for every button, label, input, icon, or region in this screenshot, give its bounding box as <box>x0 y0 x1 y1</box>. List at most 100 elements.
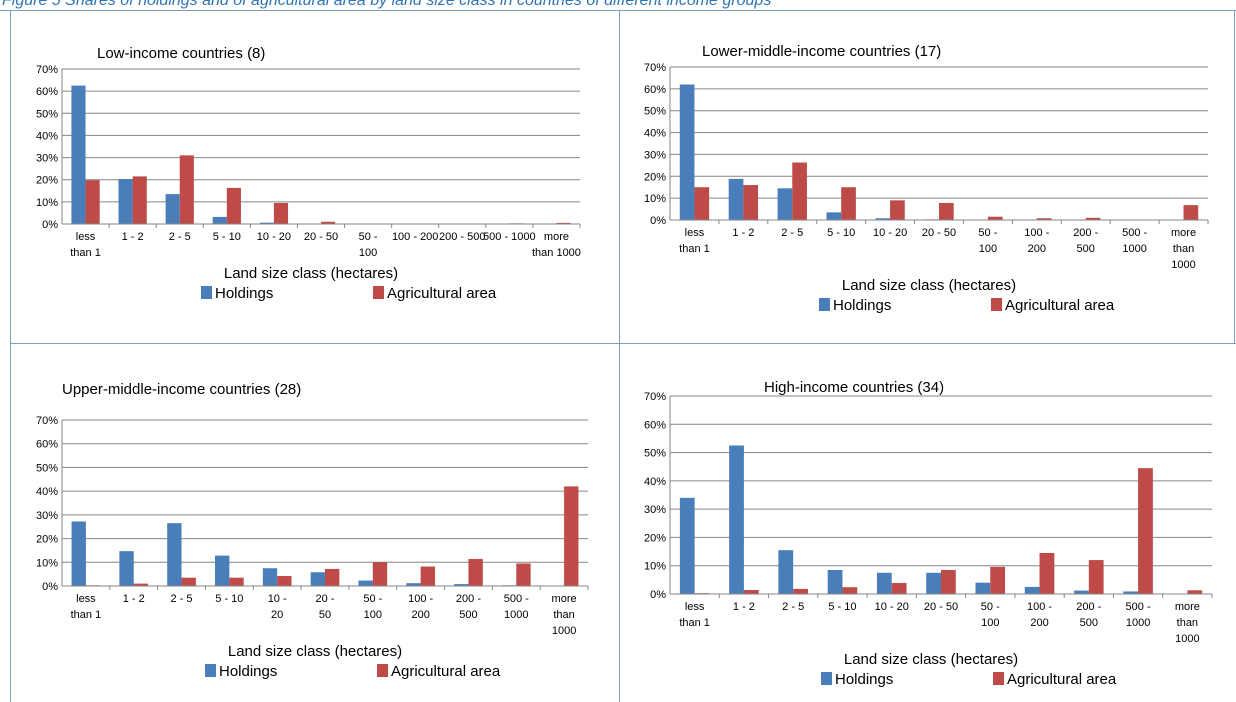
bar-agricultural-area <box>229 577 244 586</box>
bar-holdings <box>875 218 891 220</box>
bar-agricultural-area <box>793 588 808 594</box>
bar-agricultural-area <box>841 187 856 220</box>
x-tick-label-line: 1000 <box>1126 617 1150 629</box>
legend-label-agricultural-area: Agricultural area <box>387 285 497 302</box>
y-tick-label: 70% <box>644 391 666 403</box>
x-tick-label: 5 - 10 <box>215 593 243 605</box>
x-axis-title: Land size class (hectares) <box>842 277 1016 294</box>
x-tick-label-line: 20 <box>271 609 283 621</box>
chart-low-income: Low-income countries (8) 0% 10% 20% 30% 40% 50… <box>14 12 614 342</box>
x-tick-label-line: 20 - 50 <box>304 231 338 243</box>
legend-swatch-holdings <box>205 664 216 677</box>
x-tick-label-line: 1 - 2 <box>122 231 144 243</box>
legend-label-holdings: Holdings <box>219 663 277 680</box>
x-tick-label: 10 - 20 <box>268 593 287 621</box>
divider-center <box>619 10 620 702</box>
bar-agricultural-area <box>987 216 1003 220</box>
x-tick-label-line: 1000 <box>552 625 576 637</box>
x-tick-label-line: 5 - 10 <box>828 601 856 613</box>
x-tick-label: 20 - 50 <box>922 227 956 239</box>
bar-agricultural-area <box>1039 552 1055 594</box>
x-tick-label: more than 1000 <box>1171 227 1196 271</box>
y-tick-label: 60% <box>36 86 58 98</box>
y-tick-label: 30% <box>36 153 58 165</box>
x-tick-label: more than 1000 <box>552 593 577 637</box>
bar-agricultural-area <box>556 222 571 224</box>
x-tick-label-line: 200 - <box>456 593 481 605</box>
x-tick-label-line: 20 - 50 <box>924 601 958 613</box>
bar-agricultural-area <box>743 185 759 220</box>
y-tick-label: 20% <box>644 171 666 183</box>
legend-label-agricultural-area: Agricultural area <box>1007 671 1117 688</box>
bar-holdings <box>679 84 695 220</box>
legend-label-holdings: Holdings <box>833 297 891 314</box>
bar-agricultural-area <box>1138 468 1153 594</box>
y-tick-label: 10% <box>36 197 58 209</box>
bar-agricultural-area <box>1085 217 1101 220</box>
x-tick-label-line: 200 - 500 <box>439 231 485 243</box>
y-tick-label: 10% <box>36 557 58 569</box>
y-tick-label: 30% <box>644 149 666 161</box>
y-tick-label: 60% <box>644 419 666 431</box>
x-axis-title: Land size class (hectares) <box>224 265 398 282</box>
x-tick-label: 20 - 50 <box>316 593 335 621</box>
x-tick-label-line: 20 - <box>316 593 335 605</box>
x-tick-label-line: less <box>685 227 705 239</box>
x-tick-label-line: 1 - 2 <box>732 227 754 239</box>
legend-label-agricultural-area: Agricultural area <box>1005 297 1115 314</box>
x-tick-label-line: less <box>76 593 96 605</box>
y-tick-label: 40% <box>36 130 58 142</box>
y-tick-label: 60% <box>644 84 666 96</box>
bar-agricultural-area <box>941 569 956 594</box>
x-tick-label-line: than 1 <box>679 243 710 255</box>
bar-holdings <box>118 179 133 224</box>
y-tick-label: 40% <box>644 128 666 140</box>
x-tick-label-line: more <box>552 593 577 605</box>
legend-swatch-agricultural-area <box>993 672 1004 685</box>
x-tick-label-line: 10 - 20 <box>875 601 909 613</box>
bar-agricultural-area <box>321 221 336 224</box>
x-tick-label-line: 100 <box>359 247 377 259</box>
x-tick-label-line: than <box>553 609 574 621</box>
x-tick-label-line: than <box>1173 243 1194 255</box>
x-tick-label-line: than 1 <box>70 247 101 259</box>
bar-holdings <box>827 569 843 594</box>
legend-swatch-holdings <box>821 672 832 685</box>
x-tick-label-line: 50 <box>319 609 331 621</box>
x-tick-label-line: 2 - 5 <box>781 227 803 239</box>
x-tick-label: 50 - 100 <box>359 231 378 259</box>
bar-agricultural-area <box>181 577 196 586</box>
x-tick-label-line: 200 <box>411 609 429 621</box>
x-tick-label-line: 5 - 10 <box>827 227 855 239</box>
x-tick-label-line: 10 - 20 <box>257 231 291 243</box>
chart-svg: Lower-middle-income countries (17) 0% 10% 2… <box>644 43 1209 314</box>
x-tick-label-line: 5 - 10 <box>213 231 241 243</box>
legend-swatch-holdings <box>201 286 212 299</box>
y-tick-label: 10% <box>644 561 666 573</box>
chart-svg: Upper-middle-income countries (28) 0% 10% 2… <box>36 381 589 680</box>
y-tick-label: 0% <box>650 589 666 601</box>
x-tick-label-line: than 1 <box>679 617 710 629</box>
x-tick-label-line: 10 - <box>268 593 287 605</box>
bar-agricultural-area <box>468 558 483 586</box>
bar-agricultural-area <box>132 176 147 224</box>
chart-upper-middle-income: Upper-middle-income countries (28) 0% 10% 2… <box>14 346 614 698</box>
bar-agricultural-area <box>516 563 531 586</box>
x-tick-label-line: more <box>544 231 569 243</box>
bar-holdings <box>310 572 325 586</box>
bar-agricultural-area <box>939 202 954 220</box>
x-tick-label-line: 1000 <box>1175 633 1199 645</box>
x-tick-label: less than 1 <box>679 227 710 255</box>
x-tick-label: 5 - 10 <box>828 601 856 613</box>
y-tick-label: 30% <box>644 504 666 516</box>
chart-svg: High-income countries (34) 0% 10% 20% 30% 40%… <box>644 379 1213 688</box>
x-tick-label-line: 100 - <box>1024 227 1049 239</box>
bar-holdings <box>826 212 842 220</box>
x-tick-label: 50 - 100 <box>363 593 382 621</box>
x-tick-label-line: 50 - <box>359 231 378 243</box>
x-tick-label-line: 1 - 2 <box>733 601 755 613</box>
x-tick-label-line: more <box>1171 227 1196 239</box>
x-tick-label-line: 200 - <box>1073 227 1098 239</box>
x-tick-label: 500 - 1000 <box>504 593 529 621</box>
bar-holdings <box>1024 586 1040 594</box>
